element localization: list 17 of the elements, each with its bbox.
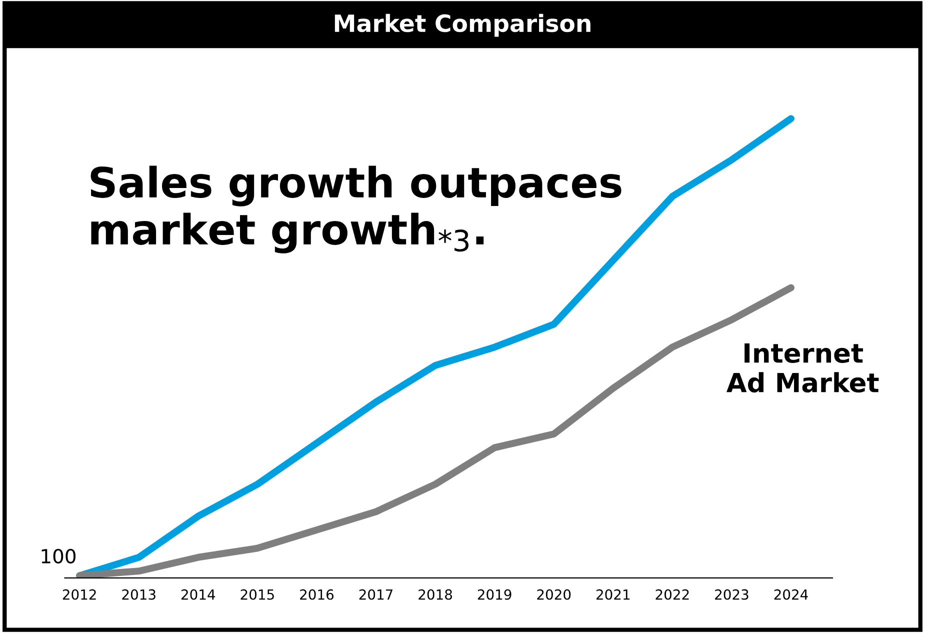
annotation: 100	[42, 548, 76, 564]
annotation: Sales growth outpaces market growth$_{*3}$.	[90, 166, 622, 254]
x-tick-label: 2018	[418, 589, 452, 600]
x-tick-label: 2024	[774, 589, 808, 600]
x-tick-label: 2021	[596, 589, 630, 600]
x-tick-label: 2012	[62, 589, 96, 600]
x-tick-label: 2016	[300, 589, 334, 600]
x-tick-label: 2022	[656, 589, 689, 600]
x-tick-label: 2015	[240, 589, 274, 600]
x-tick-label: 2013	[122, 589, 156, 600]
x-tick-label: 2019	[478, 589, 512, 600]
series-label: Internet Ad Market	[726, 343, 879, 393]
x-tick-label: 2017	[359, 589, 392, 600]
x-tick-label: 2014	[181, 589, 216, 600]
x-tick-label: 2020	[537, 589, 571, 600]
chart-title: Market Comparison	[334, 14, 590, 37]
x-tick-label: 2023	[715, 589, 748, 600]
